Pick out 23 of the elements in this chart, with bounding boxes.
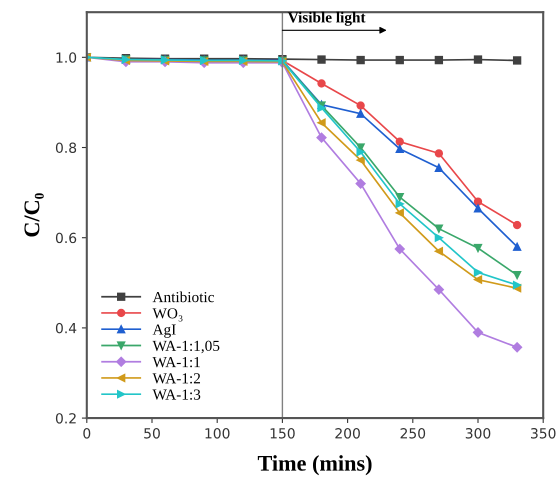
x-tick-label: 200 [335, 428, 360, 439]
legend-label: WA-1:1,05 [152, 340, 220, 354]
y-tick-label: 0.6 [56, 232, 76, 244]
y-tick-label: 1.0 [56, 52, 76, 63]
legend-label: AgI [152, 324, 176, 338]
legend-label: Antibiotic [152, 291, 214, 302]
y-tick-label: 0.2 [56, 413, 76, 424]
x-axis-title: Time (mins) [258, 455, 372, 476]
x-tick-label: 250 [400, 428, 426, 439]
x-tick-label: 0 [83, 428, 90, 439]
annotation: Visible light [288, 12, 366, 26]
x-tick-label: 150 [270, 428, 295, 439]
y-tick-label: 0.4 [56, 322, 76, 334]
legend-label: WA-1:1 [152, 357, 200, 368]
x-tick-label: 350 [531, 428, 556, 439]
y-axis-title: C/C₀ [24, 193, 44, 237]
x-tick-label: 300 [466, 428, 490, 439]
legend-label: WA-1:3 [152, 389, 200, 400]
legend-label: WO₃ [152, 308, 183, 322]
x-tick-label: 50 [144, 428, 160, 439]
legend-label: WA-1:2 [152, 373, 200, 384]
y-tick-label: 0.8 [56, 142, 76, 153]
x-tick-label: 100 [205, 428, 230, 439]
